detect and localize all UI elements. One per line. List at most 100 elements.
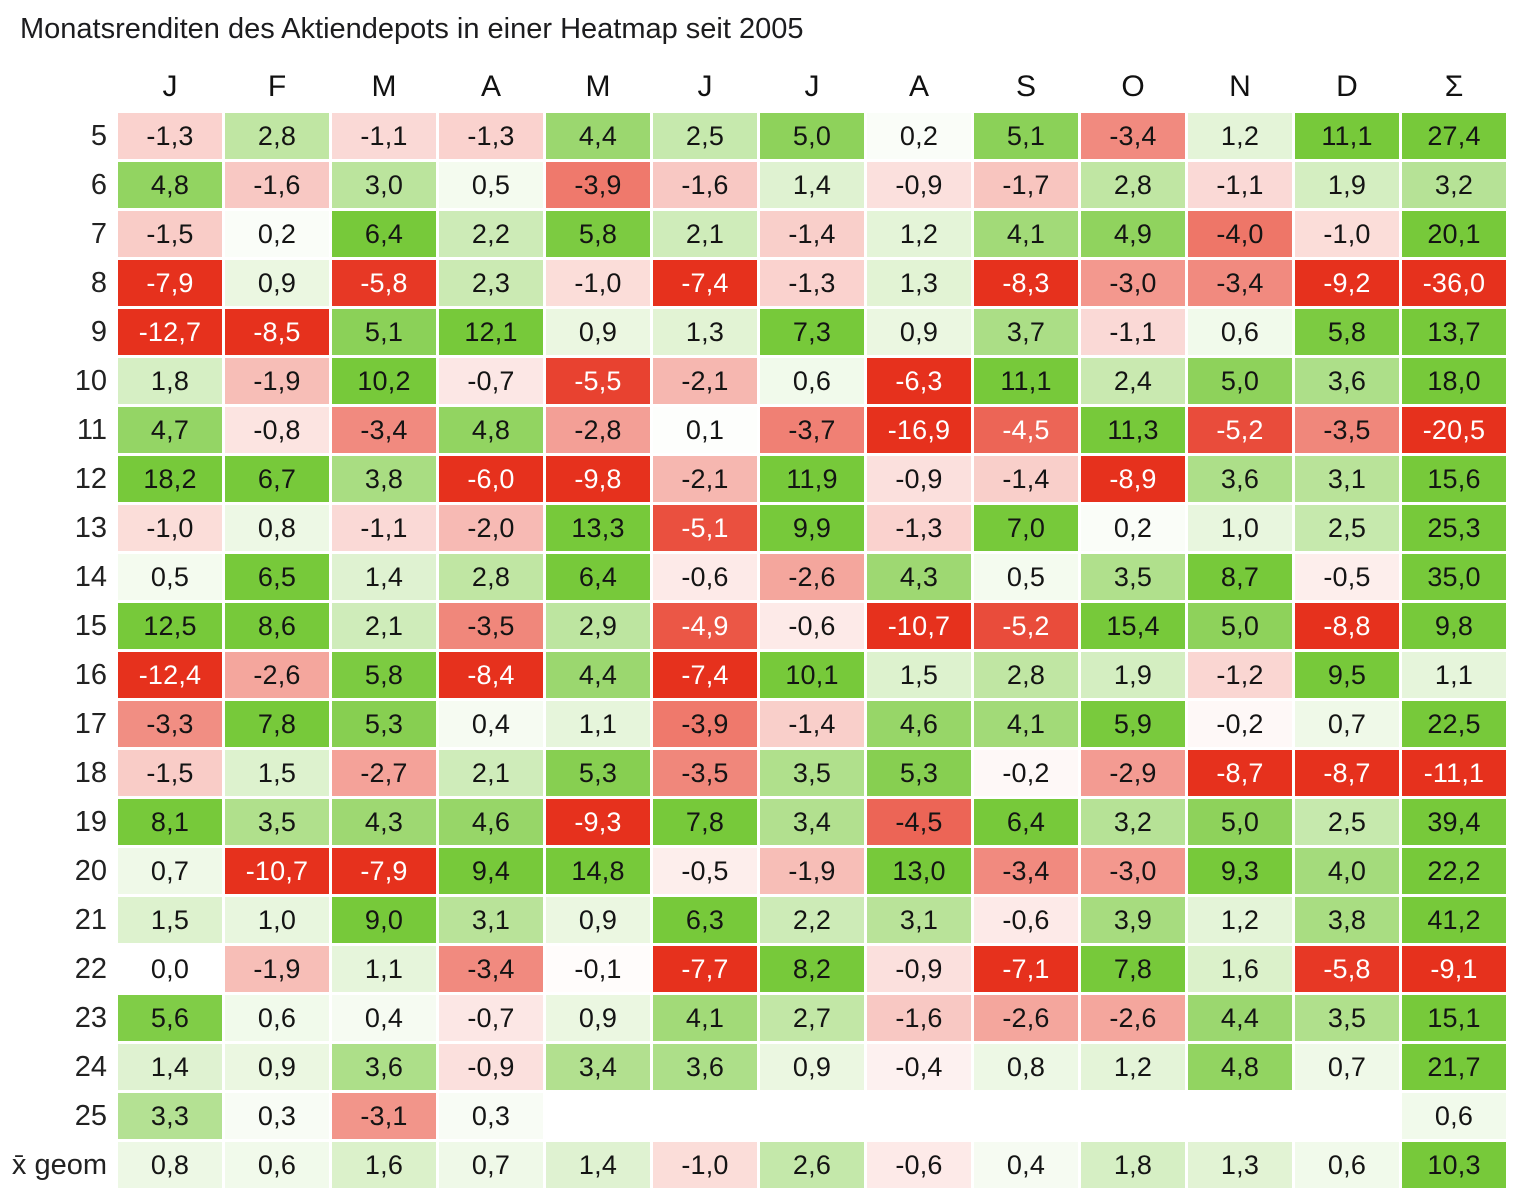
row-label: 6 bbox=[90, 168, 107, 201]
heatmap-cell bbox=[1188, 1093, 1292, 1139]
heatmap-cell: -2,1 bbox=[653, 358, 757, 404]
heatmap-cell: 4,0 bbox=[1295, 848, 1399, 894]
heatmap-cell bbox=[974, 1093, 1078, 1139]
heatmap-cell: 14,8 bbox=[546, 848, 650, 894]
heatmap-cell: 9,3 bbox=[1188, 848, 1292, 894]
column-header: D bbox=[1336, 70, 1358, 103]
heatmap-cell: 0,4 bbox=[974, 1142, 1078, 1188]
heatmap-cell: 0,1 bbox=[653, 407, 757, 453]
heatmap-cell: 2,1 bbox=[332, 603, 436, 649]
heatmap-cell: -3,5 bbox=[439, 603, 543, 649]
heatmap-cell: -3,5 bbox=[1295, 407, 1399, 453]
heatmap-cell: 10,3 bbox=[1402, 1142, 1506, 1188]
heatmap-cell: 2,4 bbox=[1081, 358, 1185, 404]
heatmap-cell: 3,8 bbox=[332, 456, 436, 502]
heatmap-cell: 41,2 bbox=[1402, 897, 1506, 943]
heatmap-cell: 6,4 bbox=[546, 554, 650, 600]
heatmap-cell: -16,9 bbox=[867, 407, 971, 453]
heatmap-cell: 1,6 bbox=[1188, 946, 1292, 992]
heatmap-cell: 18,0 bbox=[1402, 358, 1506, 404]
heatmap-cell: -2,6 bbox=[760, 554, 864, 600]
heatmap-cell: -8,3 bbox=[974, 260, 1078, 306]
heatmap-cell: 0,7 bbox=[439, 1142, 543, 1188]
heatmap-cell: -5,8 bbox=[1295, 946, 1399, 992]
heatmap-cell: 5,8 bbox=[1295, 309, 1399, 355]
heatmap-cell: 7,3 bbox=[760, 309, 864, 355]
heatmap-cell: 3,6 bbox=[332, 1044, 436, 1090]
heatmap-cell: 0,9 bbox=[760, 1044, 864, 1090]
heatmap-cell: -0,6 bbox=[974, 897, 1078, 943]
heatmap-cell: -5,5 bbox=[546, 358, 650, 404]
heatmap-cell: 5,1 bbox=[974, 113, 1078, 159]
heatmap-cell: -1,1 bbox=[1188, 162, 1292, 208]
heatmap-cell: 4,1 bbox=[974, 211, 1078, 257]
heatmap-cell: 1,9 bbox=[1081, 652, 1185, 698]
heatmap-cell: 9,0 bbox=[332, 897, 436, 943]
heatmap-cell: 0,2 bbox=[225, 211, 329, 257]
heatmap-cell: -1,0 bbox=[546, 260, 650, 306]
heatmap-cell: 1,0 bbox=[1188, 505, 1292, 551]
heatmap-cell: -5,2 bbox=[1188, 407, 1292, 453]
heatmap-cell: 20,1 bbox=[1402, 211, 1506, 257]
heatmap-cell: 7,8 bbox=[225, 701, 329, 747]
heatmap-cell: 1,2 bbox=[1188, 897, 1292, 943]
heatmap-cell: 2,1 bbox=[439, 750, 543, 796]
heatmap-cell: 1,3 bbox=[653, 309, 757, 355]
heatmap-cell: -1,6 bbox=[225, 162, 329, 208]
heatmap-cell: 1,4 bbox=[118, 1044, 222, 1090]
heatmap-cell: 5,8 bbox=[332, 652, 436, 698]
heatmap-cell: 5,0 bbox=[760, 113, 864, 159]
heatmap-cell: 0,4 bbox=[332, 995, 436, 1041]
heatmap-cell: 4,6 bbox=[439, 799, 543, 845]
heatmap-cell: -3,3 bbox=[118, 701, 222, 747]
heatmap-cell: -8,7 bbox=[1188, 750, 1292, 796]
heatmap-cell: -1,5 bbox=[118, 211, 222, 257]
heatmap-cell: -36,0 bbox=[1402, 260, 1506, 306]
heatmap-cell: 3,1 bbox=[1295, 456, 1399, 502]
heatmap-cell: 2,2 bbox=[439, 211, 543, 257]
heatmap-cell: 1,4 bbox=[332, 554, 436, 600]
heatmap-cell: 4,1 bbox=[653, 995, 757, 1041]
heatmap-cell: -9,1 bbox=[1402, 946, 1506, 992]
heatmap-cell: 3,4 bbox=[760, 799, 864, 845]
heatmap-cell: 4,9 bbox=[1081, 211, 1185, 257]
row-label: 14 bbox=[74, 560, 107, 593]
column-header: M bbox=[371, 70, 397, 103]
heatmap-cell: -2,6 bbox=[225, 652, 329, 698]
heatmap-cell: 4,6 bbox=[867, 701, 971, 747]
heatmap-cell: 0,3 bbox=[439, 1093, 543, 1139]
heatmap-cell: 0,9 bbox=[546, 995, 650, 1041]
row-label: 24 bbox=[74, 1050, 107, 1083]
heatmap-cell: -5,8 bbox=[332, 260, 436, 306]
heatmap-cell: 2,6 bbox=[760, 1142, 864, 1188]
heatmap-cell: -3,7 bbox=[760, 407, 864, 453]
heatmap-cell: -1,0 bbox=[653, 1142, 757, 1188]
heatmap-cell: 3,5 bbox=[1295, 995, 1399, 1041]
heatmap-cell: 5,3 bbox=[332, 701, 436, 747]
heatmap-cell: 3,5 bbox=[1081, 554, 1185, 600]
heatmap-cell: 1,5 bbox=[225, 750, 329, 796]
heatmap-cell: 1,0 bbox=[225, 897, 329, 943]
heatmap-cell: -10,7 bbox=[225, 848, 329, 894]
heatmap-cell: -0,6 bbox=[867, 1142, 971, 1188]
heatmap-cell: 0,8 bbox=[974, 1044, 1078, 1090]
heatmap-cell: 11,9 bbox=[760, 456, 864, 502]
row-label: x̄ geom bbox=[11, 1148, 107, 1181]
heatmap-cell: 11,1 bbox=[1295, 113, 1399, 159]
row-label: 18 bbox=[74, 756, 107, 789]
heatmap-cell: -9,8 bbox=[546, 456, 650, 502]
column-header: J bbox=[804, 70, 820, 103]
heatmap-cell bbox=[1081, 1093, 1185, 1139]
row-label: 25 bbox=[74, 1099, 107, 1132]
column-header: A bbox=[908, 70, 929, 103]
heatmap-cell: 4,1 bbox=[974, 701, 1078, 747]
heatmap-cell: -1,5 bbox=[118, 750, 222, 796]
heatmap-cell: 5,0 bbox=[1188, 603, 1292, 649]
heatmap-cell: -20,5 bbox=[1402, 407, 1506, 453]
heatmap-cell: -1,3 bbox=[439, 113, 543, 159]
heatmap-cell: 2,8 bbox=[1081, 162, 1185, 208]
heatmap-cell: -0,2 bbox=[974, 750, 1078, 796]
heatmap-cell: 4,3 bbox=[332, 799, 436, 845]
heatmap-cell: -12,7 bbox=[118, 309, 222, 355]
heatmap-cell: -7,9 bbox=[332, 848, 436, 894]
